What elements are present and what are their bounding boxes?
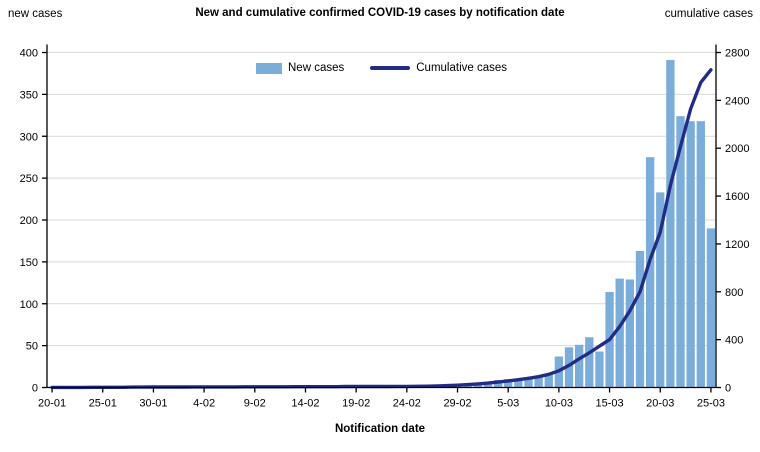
left-axis-tick-label: 100 [20,299,38,311]
x-axis-tick-label: 30-01 [139,398,167,410]
x-axis-title: Notification date [334,423,426,435]
new-cases-bar [625,279,634,388]
x-axis-tick-label: 19-02 [342,398,370,410]
left-axis-tick-label: 200 [20,215,38,227]
x-axis-tick-label: 4-02 [193,398,215,410]
x-axis-tick-label: 20-01 [38,398,66,410]
new-cases-bar [615,278,624,388]
new-cases-swatch-icon [256,62,282,74]
right-axis-title: cumulative cases [664,8,753,20]
new-cases-bar [514,379,523,388]
x-axis-tick-label: 5-03 [497,398,519,410]
new-cases-bar [534,376,543,388]
x-axis-tick-label: 29-02 [443,398,471,410]
new-cases-bar [706,228,716,388]
new-cases-bar [696,121,705,388]
new-cases-bar [645,157,655,388]
x-axis-tick-label: 10-03 [545,398,573,410]
chart-legend: New cases Cumulative cases [256,62,507,74]
new-cases-bar [585,337,594,388]
left-axis-tick-label: 0 [32,383,38,395]
legend-item-cumulative-cases: Cumulative cases [370,62,507,74]
right-axis-tick-label: 400 [725,335,743,347]
new-cases-bar [686,121,695,388]
new-cases-bar [504,379,513,388]
new-cases-bar [635,250,645,388]
new-cases-bar [575,344,584,388]
left-axis-tick-label: 400 [20,48,38,60]
new-cases-bar [676,116,685,388]
x-axis-tick-label: 20-03 [646,398,674,410]
left-axis-title: new cases [8,8,63,20]
x-axis-tick-label: 24-02 [393,398,421,410]
left-axis-tick-label: 350 [20,89,38,101]
legend-label-cumulative-cases: Cumulative cases [416,62,508,74]
left-axis-tick-label: 250 [20,173,38,185]
right-axis-tick-label: 800 [725,287,743,299]
x-axis-tick-label: 14-02 [291,398,319,410]
right-axis-tick-label: 2000 [725,143,749,155]
new-cases-bar [524,378,533,388]
new-cases-bar [595,351,604,388]
new-cases-bar [564,347,574,388]
left-axis-tick-label: 50 [26,341,38,353]
x-axis-tick-label: 25-01 [89,398,117,410]
x-axis-tick-label: 9-02 [244,398,266,410]
x-axis-tick-label: 25-03 [697,398,725,410]
new-cases-bar [656,192,665,388]
left-axis-tick-label: 150 [20,257,38,269]
legend-item-new-cases: New cases [256,62,344,74]
x-axis-tick-label: 15-03 [595,398,623,410]
legend-label-new-cases: New cases [288,62,345,74]
right-axis-tick-label: 0 [725,383,731,395]
cumulative-cases-swatch-icon [370,66,411,70]
chart-title: New and cumulative confirmed COVID-19 ca… [195,7,565,19]
right-axis-tick-label: 2800 [725,48,749,60]
right-axis-tick-label: 1600 [725,191,749,203]
new-cases-bar [666,60,675,388]
right-axis-tick-label: 2400 [725,95,749,107]
new-cases-bar [544,374,553,388]
right-axis-tick-label: 1200 [725,239,749,251]
left-axis-tick-label: 300 [20,131,38,143]
